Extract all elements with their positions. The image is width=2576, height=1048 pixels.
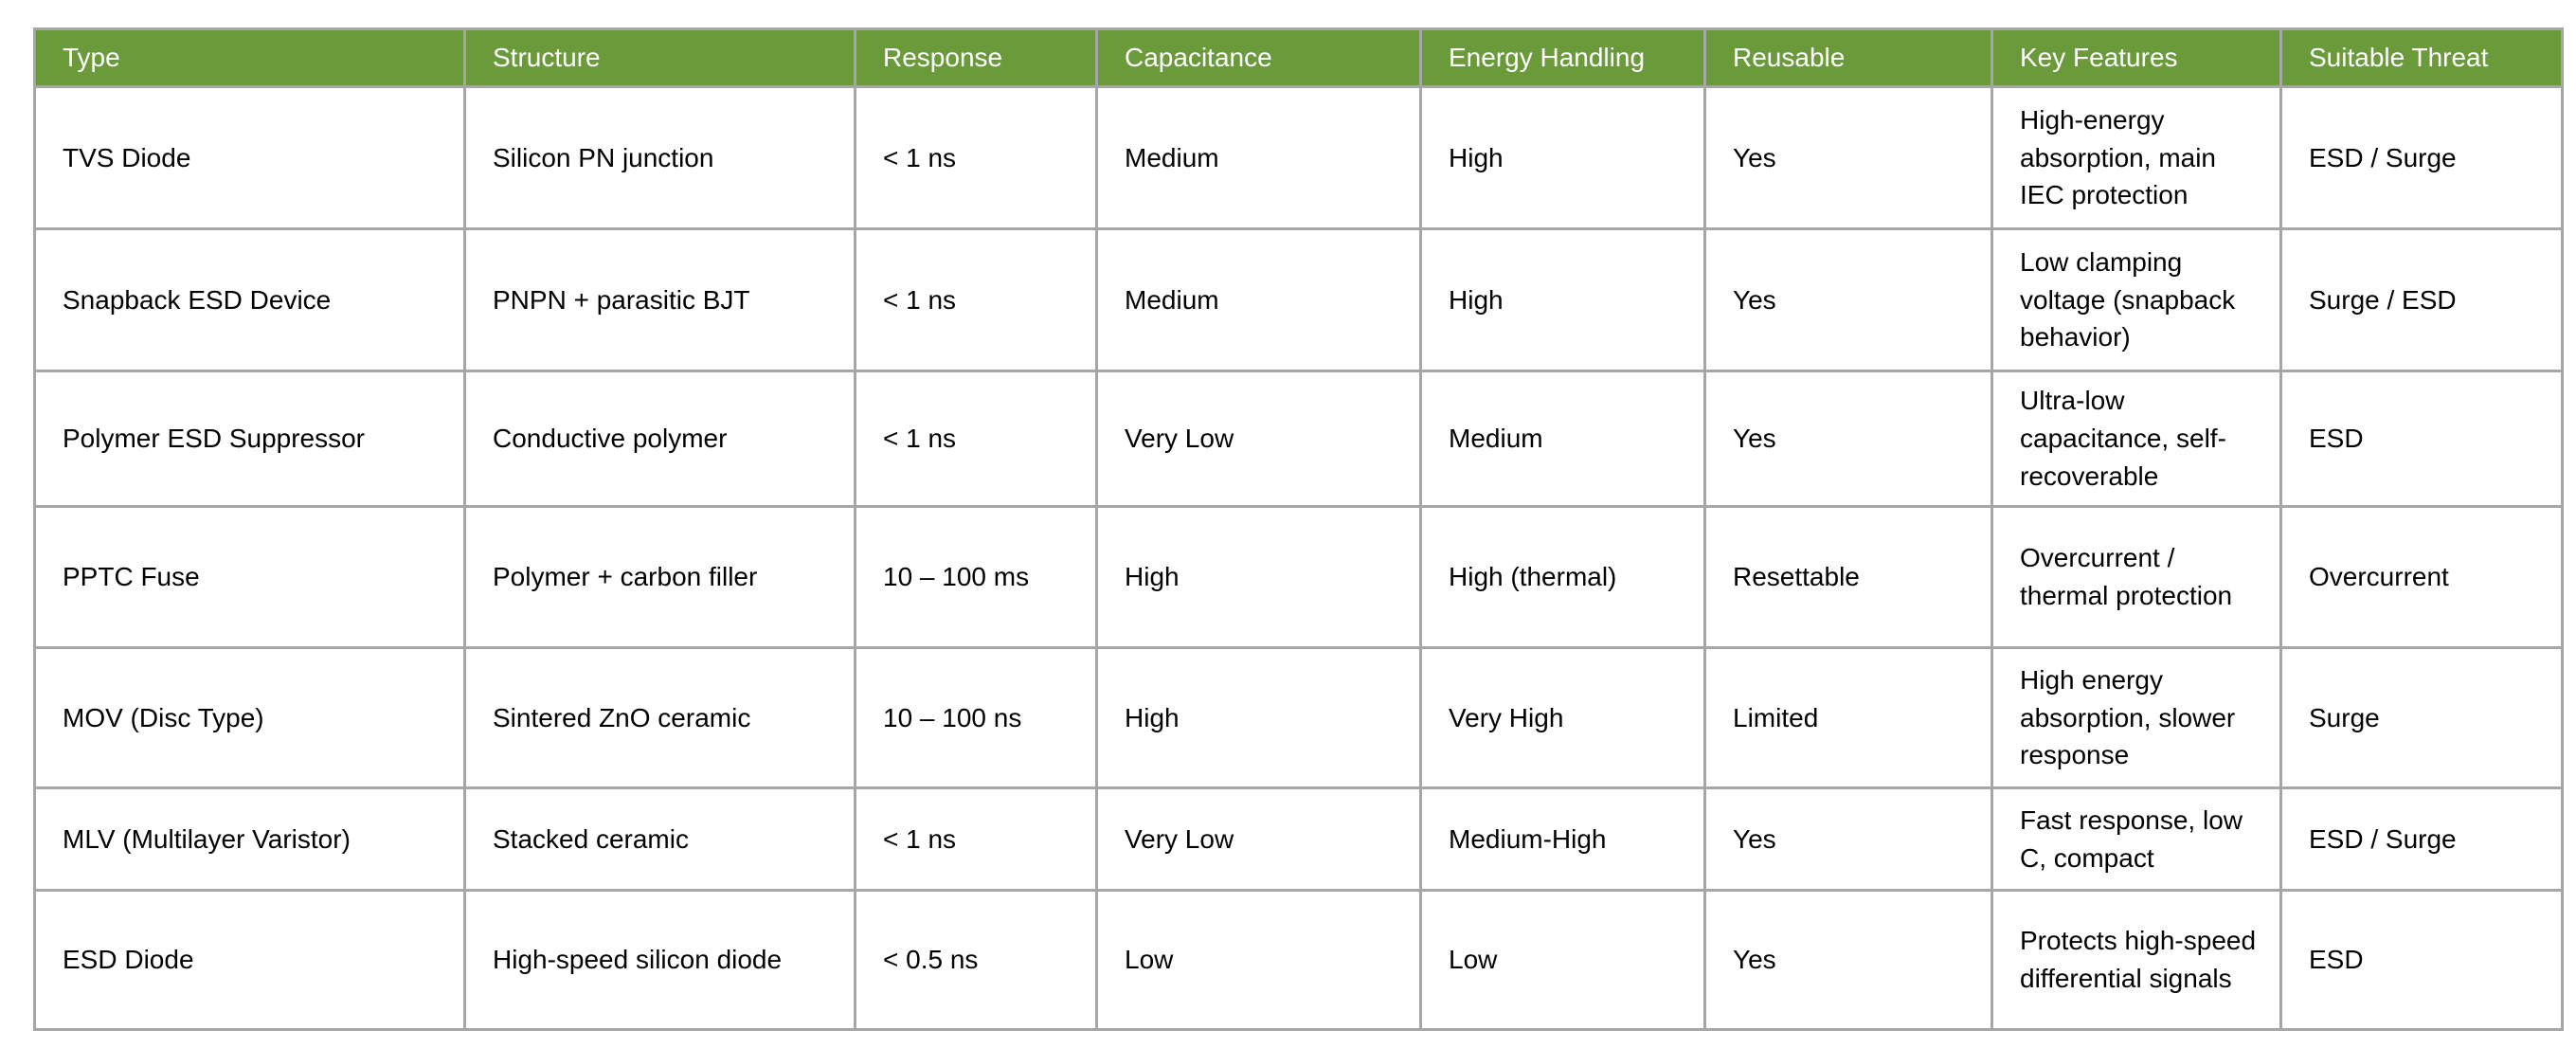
table-cell: High (1419, 227, 1706, 372)
table-cell: High (1095, 646, 1422, 789)
device-comparison-table: Type Structure Response Capacitance Energy H… (33, 27, 2564, 1031)
table-cell: < 1 ns (854, 786, 1098, 892)
table-cell: High-energy absorption, main IEC protect… (1991, 85, 2282, 230)
table-cell: ESD / Surge (2279, 786, 2564, 892)
column-header: Capacitance (1095, 27, 1422, 88)
table-row: Snapback ESD Device PNPN + parasitic BJT <… (33, 227, 2564, 372)
table-row: MOV (Disc Type) Sintered ZnO ceramic 10 – … (33, 646, 2564, 789)
table-cell: Limited (1703, 646, 1993, 789)
column-header: Reusable (1703, 27, 1993, 88)
table-cell: Yes (1703, 227, 1993, 372)
table-cell: Overcurrent / thermal protection (1991, 505, 2282, 649)
table-cell: High-speed silicon diode (463, 889, 856, 1031)
column-header: Type (33, 27, 466, 88)
table-cell: Polymer ESD Suppressor (33, 370, 466, 508)
table-cell: Medium (1419, 370, 1706, 508)
table-cell: Yes (1703, 786, 1993, 892)
table-cell: Protects high-speed differential signals (1991, 889, 2282, 1031)
table-cell: Low (1095, 889, 1422, 1031)
table-cell: Yes (1703, 370, 1993, 508)
table-cell: Very Low (1095, 370, 1422, 508)
table-cell: High (thermal) (1419, 505, 1706, 649)
table-cell: Ultra-low capacitance, self-recoverable (1991, 370, 2282, 508)
table-row: MLV (Multilayer Varistor) Stacked ceramic… (33, 786, 2564, 892)
table-cell: ESD (2279, 370, 2564, 508)
column-header: Key Features (1991, 27, 2282, 88)
column-header: Energy Handling (1419, 27, 1706, 88)
table-cell: High energy absorption, slower response (1991, 646, 2282, 789)
table-cell: ESD / Surge (2279, 85, 2564, 230)
table-cell: Polymer + carbon filler (463, 505, 856, 649)
table-row: PPTC Fuse Polymer + carbon filler 10 – 100… (33, 505, 2564, 649)
table-cell: Low clamping voltage (snapback behavior) (1991, 227, 2282, 372)
table-cell: Fast response, low C, compact (1991, 786, 2282, 892)
table-cell: Sintered ZnO ceramic (463, 646, 856, 789)
table-cell: Conductive polymer (463, 370, 856, 508)
table-cell: Very High (1419, 646, 1706, 789)
table-cell: Resettable (1703, 505, 1993, 649)
table-cell: < 0.5 ns (854, 889, 1098, 1031)
table-cell: 10 – 100 ns (854, 646, 1098, 789)
table-cell: Low (1419, 889, 1706, 1031)
table-cell: 10 – 100 ms (854, 505, 1098, 649)
table-cell: Stacked ceramic (463, 786, 856, 892)
table-cell: ESD Diode (33, 889, 466, 1031)
table-row: Polymer ESD Suppressor Conductive polymer… (33, 370, 2564, 508)
table-cell: Very Low (1095, 786, 1422, 892)
table-cell: Yes (1703, 85, 1993, 230)
column-header: Suitable Threat (2279, 27, 2564, 88)
table-cell: Medium (1095, 227, 1422, 372)
table-cell: Surge (2279, 646, 2564, 789)
table-cell: MLV (Multilayer Varistor) (33, 786, 466, 892)
table-row: ESD Diode High-speed silicon diode < 0.5 n… (33, 889, 2564, 1031)
table-cell: Yes (1703, 889, 1993, 1031)
table-cell: PPTC Fuse (33, 505, 466, 649)
table-cell: < 1 ns (854, 227, 1098, 372)
table-cell: Medium-High (1419, 786, 1706, 892)
table-cell: < 1 ns (854, 370, 1098, 508)
table-cell: High (1419, 85, 1706, 230)
table-cell: High (1095, 505, 1422, 649)
table-cell: PNPN + parasitic BJT (463, 227, 856, 372)
header-row: Type Structure Response Capacitance Energy H… (33, 27, 2564, 88)
table-cell: Medium (1095, 85, 1422, 230)
table-cell: ESD (2279, 889, 2564, 1031)
column-header: Response (854, 27, 1098, 88)
table-cell: Overcurrent (2279, 505, 2564, 649)
table-cell: Snapback ESD Device (33, 227, 466, 372)
table-row: TVS Diode Silicon PN junction < 1 ns Medium… (33, 85, 2564, 230)
table-cell: Silicon PN junction (463, 85, 856, 230)
column-header: Structure (463, 27, 856, 88)
table-cell: < 1 ns (854, 85, 1098, 230)
table-cell: MOV (Disc Type) (33, 646, 466, 789)
table-cell: TVS Diode (33, 85, 466, 230)
table-body: TVS Diode Silicon PN junction < 1 ns Medium… (33, 85, 2564, 1031)
table-cell: Surge / ESD (2279, 227, 2564, 372)
